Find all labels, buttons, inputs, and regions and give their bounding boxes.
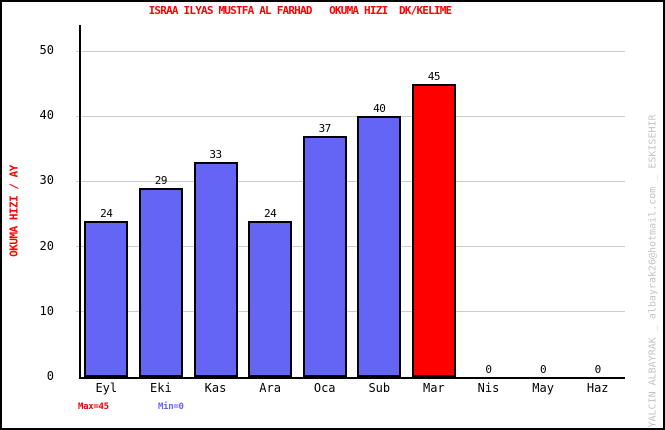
y-tick-label: 10 xyxy=(39,303,54,318)
x-tick-label-oca: Oca xyxy=(313,381,336,395)
x-tick-label-eki: Eki xyxy=(150,381,172,395)
y-tick-label: 30 xyxy=(39,173,54,188)
bar-mar xyxy=(411,83,456,377)
bar-eki xyxy=(138,187,183,377)
y-axis-title: OKUMA HIZI / AY xyxy=(7,165,21,257)
x-tick-label-eyl: Eyl xyxy=(95,381,118,395)
gridline xyxy=(76,50,625,52)
gridline xyxy=(76,115,625,117)
bar-value-label: 24 xyxy=(263,206,277,220)
max-annotation: Max=45 xyxy=(78,402,109,412)
gridline xyxy=(76,246,625,248)
bar-value-label: 0 xyxy=(594,363,602,376)
gridline xyxy=(76,311,625,313)
bar-sub xyxy=(357,116,402,377)
bar-value-label: 45 xyxy=(427,69,441,83)
bar-value-label: 37 xyxy=(318,121,332,135)
bar-value-label: 40 xyxy=(373,102,386,116)
x-tick-label-kas: Kas xyxy=(204,381,227,395)
y-tick-label: 0 xyxy=(46,369,54,383)
x-tick-label-haz: Haz xyxy=(586,381,609,395)
bar-kas xyxy=(193,161,238,377)
chart-title: ISRAA ILYAS MUSTFA AL FARHAD OKUMA HIZI … xyxy=(148,4,453,17)
y-axis-line xyxy=(79,25,81,379)
watermark-text: YALCIN ALBAYRAK _ albayrak26@hotmail.com… xyxy=(647,114,659,428)
bar-value-label: 29 xyxy=(154,173,168,187)
x-tick-label-nis: Nis xyxy=(477,381,500,395)
bar-eyl xyxy=(84,220,129,377)
min-annotation: Min=0 xyxy=(158,402,184,412)
bar-value-label: 33 xyxy=(209,147,222,161)
y-tick-label: 20 xyxy=(39,238,54,253)
y-tick-label: 40 xyxy=(39,108,54,123)
y-tick-label: 50 xyxy=(39,43,54,57)
bar-ara xyxy=(248,220,293,377)
x-tick-label-may: May xyxy=(532,381,554,395)
x-tick-label-mar: Mar xyxy=(423,381,445,395)
bar-oca xyxy=(302,135,347,377)
gridline xyxy=(76,180,625,182)
x-axis-line xyxy=(79,377,625,379)
x-tick-label-ara: Ara xyxy=(259,381,281,395)
bar-value-label: 0 xyxy=(540,363,547,376)
x-tick-label-sub: Sub xyxy=(368,381,391,395)
bar-value-label: 0 xyxy=(485,363,492,376)
bar-value-label: 24 xyxy=(100,206,113,220)
